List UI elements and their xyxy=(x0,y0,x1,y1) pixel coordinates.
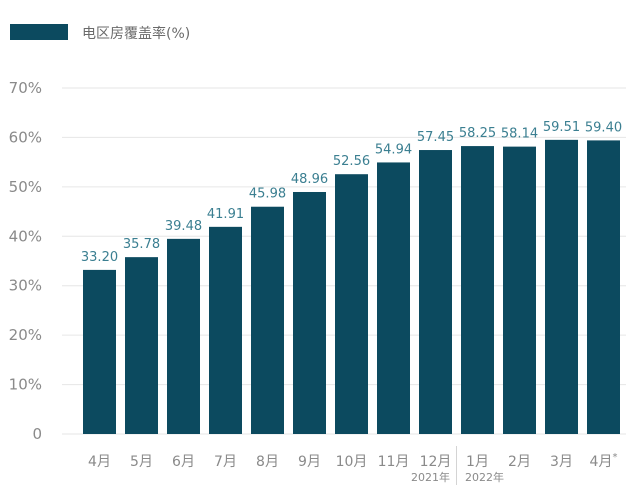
value-label-9: 58.25 xyxy=(459,126,496,141)
value-label-7: 54.94 xyxy=(375,142,412,157)
bar-0 xyxy=(83,269,116,434)
value-label-11: 59.51 xyxy=(543,120,580,135)
bar-10 xyxy=(503,146,536,434)
y-tick-label: 30% xyxy=(9,277,42,295)
bar-7 xyxy=(377,162,410,434)
bar-2 xyxy=(167,238,200,434)
x-tick-label: 8月 xyxy=(256,454,279,470)
value-label-6: 52.56 xyxy=(333,154,370,169)
x-tick-label: 4月* xyxy=(590,452,618,470)
x-tick-label: 4月 xyxy=(88,454,111,470)
y-tick-label: 60% xyxy=(9,128,42,146)
bar-4 xyxy=(251,206,284,434)
bar-11 xyxy=(545,139,578,434)
y-tick-label: 0 xyxy=(32,425,42,443)
y-axis: 0 10% 20% 30% 40% 50% 60% 70% xyxy=(9,79,42,443)
bar-3 xyxy=(209,226,242,434)
value-label-3: 41.91 xyxy=(207,207,244,222)
x-tick-label: 11月 xyxy=(378,454,410,470)
bar-9 xyxy=(461,146,494,435)
bar-6 xyxy=(335,174,368,434)
y-tick-label: 10% xyxy=(9,376,42,394)
x-axis: 4月 5月 6月 7月 8月 9月 10月 11月 12月 1月 2月 3月 4月* 2021年 2022年 xyxy=(88,446,617,485)
x-tick-label: 3月 xyxy=(550,454,573,470)
value-label-4: 45.98 xyxy=(249,187,286,202)
legend: 电区房覆盖率(%) xyxy=(10,24,190,42)
year-label: 2022年 xyxy=(465,470,504,484)
year-label: 2021年 xyxy=(411,470,450,484)
bars xyxy=(83,139,620,435)
x-tick-label: 9月 xyxy=(298,454,321,470)
bar-5 xyxy=(293,191,326,434)
value-label-2: 39.48 xyxy=(165,219,202,234)
x-tick-label: 2月 xyxy=(508,454,531,470)
bar-1 xyxy=(125,257,158,434)
y-tick-label: 70% xyxy=(9,79,42,97)
x-tick-label: 10月 xyxy=(336,454,368,470)
value-label-0: 33.20 xyxy=(81,250,118,265)
y-tick-label: 40% xyxy=(9,227,42,245)
x-tick-label: 6月 xyxy=(172,454,195,470)
legend-label: 电区房覆盖率(%) xyxy=(82,25,190,42)
x-tick-label: 7月 xyxy=(214,454,237,470)
y-tick-label: 20% xyxy=(9,326,42,344)
x-tick-label: 12月 xyxy=(420,454,452,470)
legend-swatch xyxy=(10,24,68,40)
y-tick-label: 50% xyxy=(9,178,42,196)
value-label-5: 48.96 xyxy=(291,172,328,187)
value-label-10: 58.14 xyxy=(501,127,538,142)
x-tick-label: 5月 xyxy=(130,454,153,470)
value-label-12: 59.40 xyxy=(585,120,622,135)
value-label-8: 57.45 xyxy=(417,130,454,145)
value-label-1: 35.78 xyxy=(123,237,160,252)
bar-12 xyxy=(587,140,620,434)
bar-8 xyxy=(419,150,452,435)
value-labels: 33.20 35.78 39.48 41.91 45.98 48.96 52.56 54.94… xyxy=(81,120,622,265)
x-tick-label: 1月 xyxy=(466,454,489,470)
